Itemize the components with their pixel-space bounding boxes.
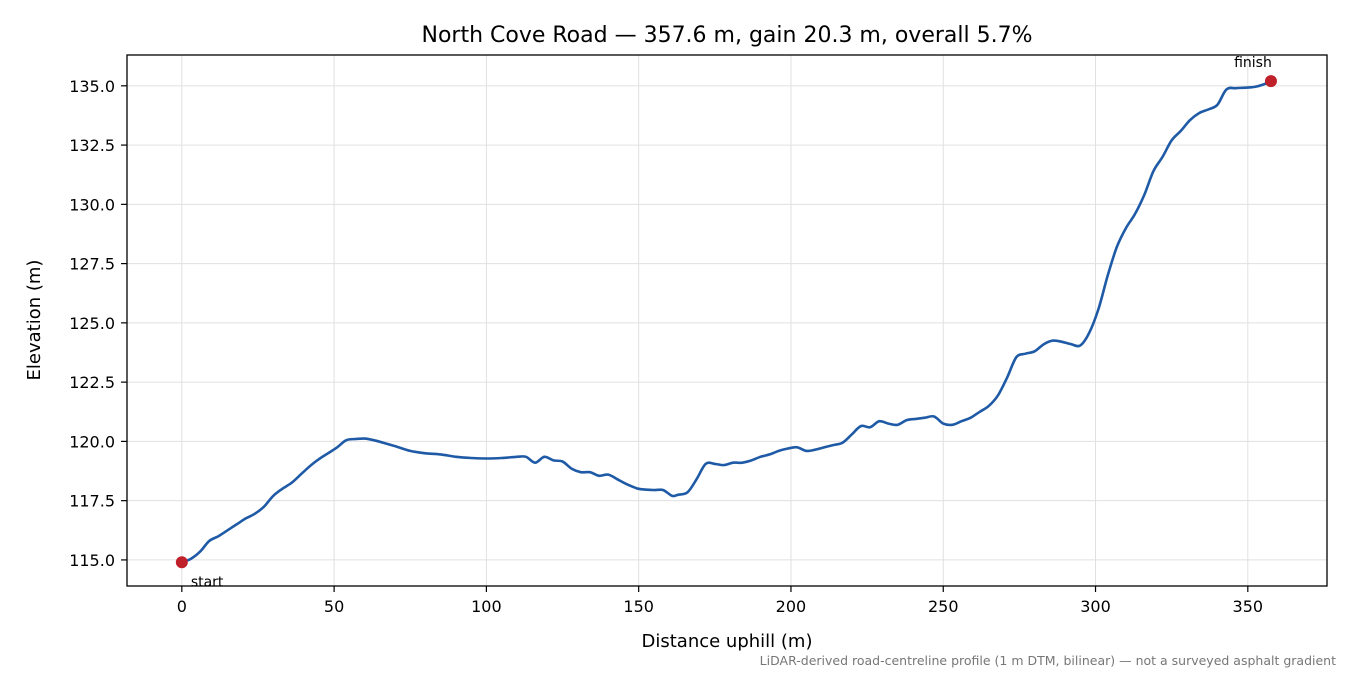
start-label: start xyxy=(191,574,224,590)
finish-label: finish xyxy=(1234,55,1272,71)
y-axis-label: Elevation (m) xyxy=(24,260,45,381)
y-tick-label: 127.5 xyxy=(69,255,115,274)
y-tick-label: 117.5 xyxy=(69,492,115,511)
y-axis-ticks: 115.0 117.5 120.0 122.5 125.0 127.5 130.0 132.5… xyxy=(69,77,127,570)
x-tick-label: 300 xyxy=(1080,597,1111,616)
y-tick-label: 122.5 xyxy=(69,373,115,392)
y-tick-label: 135.0 xyxy=(69,77,115,96)
elevation-line xyxy=(180,79,1273,564)
x-axis-label: Distance uphill (m) xyxy=(642,631,813,652)
x-tick-label: 50 xyxy=(324,597,344,616)
x-tick-label: 250 xyxy=(928,597,959,616)
start-marker xyxy=(175,556,188,569)
x-tick-label: 0 xyxy=(177,597,187,616)
x-tick-label: 350 xyxy=(1233,597,1264,616)
plot-frame xyxy=(126,54,1328,587)
x-tick-label: 100 xyxy=(471,597,502,616)
x-tick-label: 200 xyxy=(776,597,807,616)
finish-marker xyxy=(1264,75,1277,88)
y-tick-label: 120.0 xyxy=(69,432,115,451)
x-axis-ticks: 0 50 100 150 200 250 300 350 xyxy=(177,586,1263,616)
y-tick-label: 125.0 xyxy=(69,314,115,333)
grid xyxy=(127,55,1327,586)
y-tick-label: 132.5 xyxy=(69,136,115,155)
footnote: LiDAR-derived road-centreline profile (1… xyxy=(760,653,1336,668)
x-tick-label: 150 xyxy=(623,597,654,616)
y-tick-label: 115.0 xyxy=(69,551,115,570)
y-tick-label: 130.0 xyxy=(69,195,115,214)
chart-title: North Cove Road — 357.6 m, gain 20.3 m, … xyxy=(421,23,1032,48)
